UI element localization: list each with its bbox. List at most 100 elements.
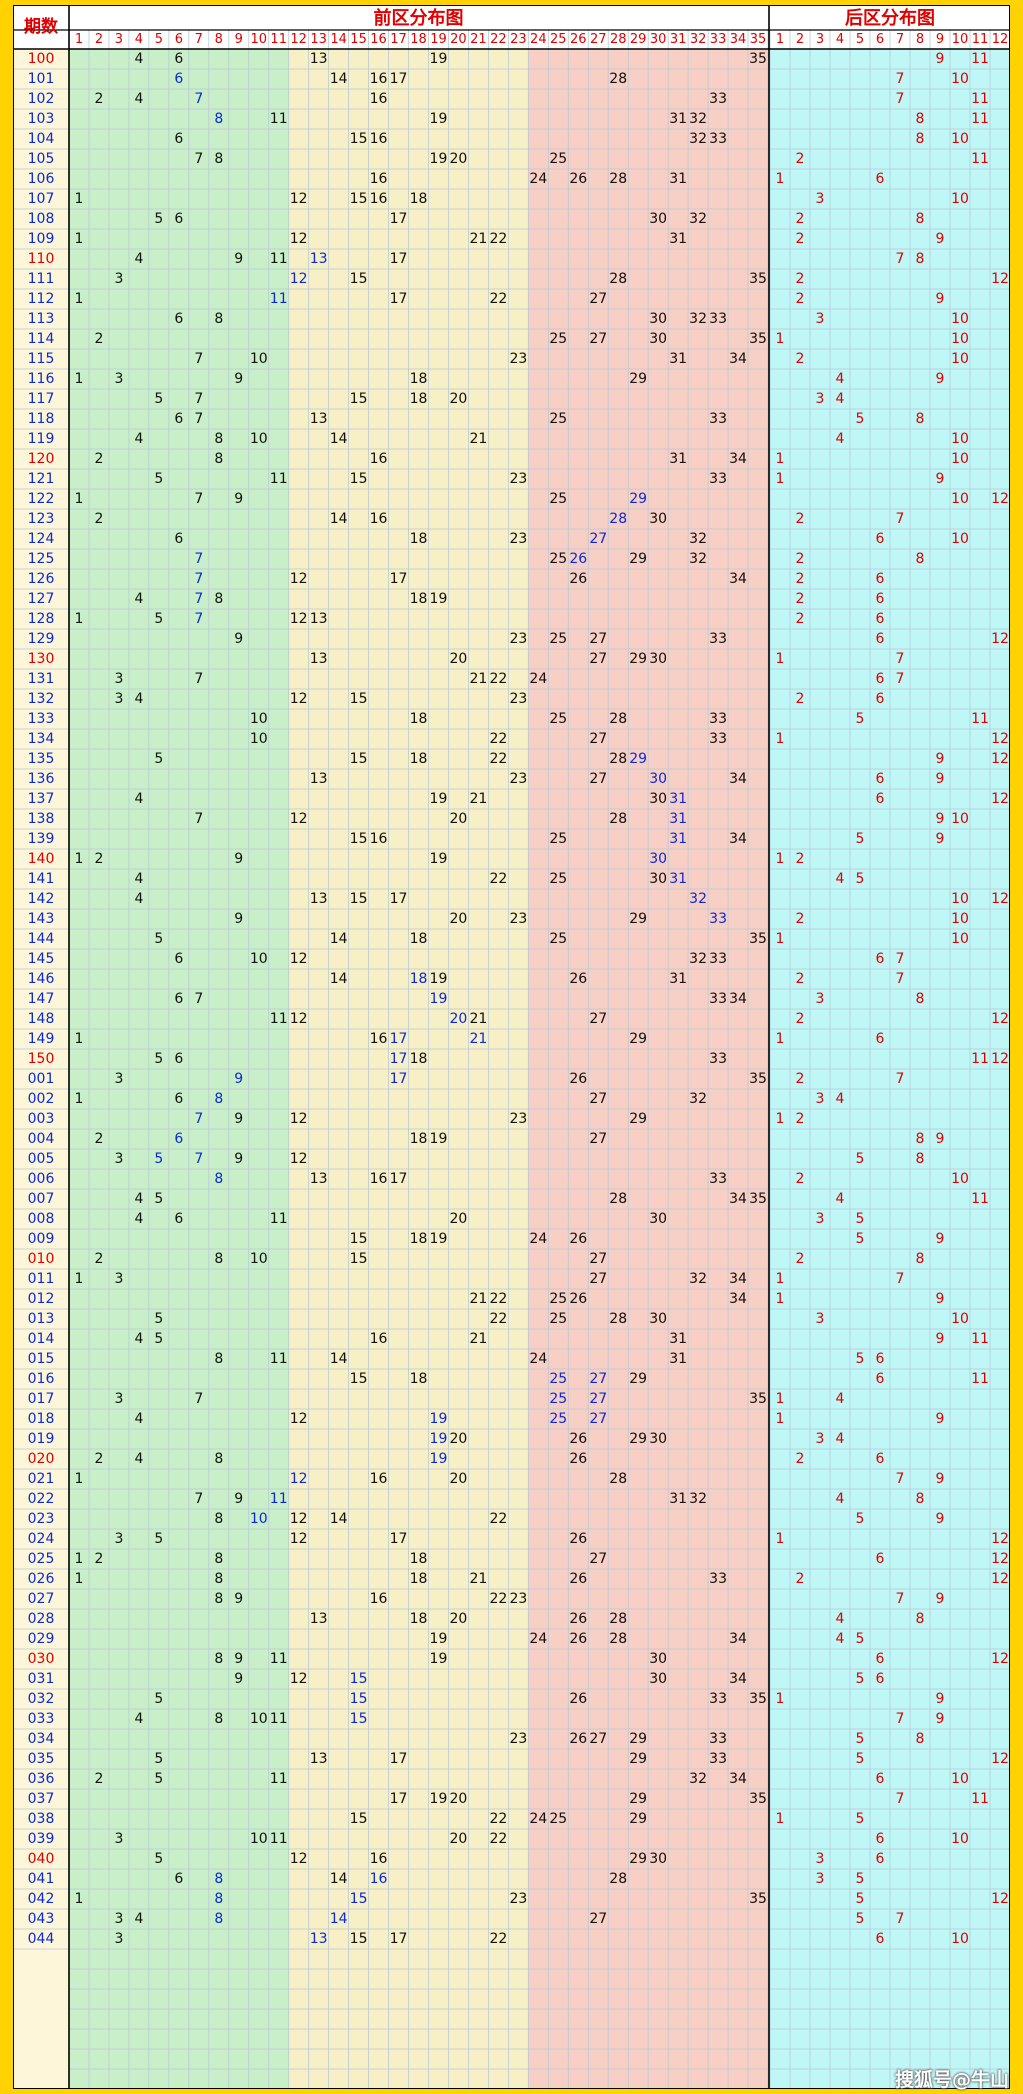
front-drawn-number: 19 <box>430 971 448 987</box>
back-drawn-number: 1 <box>776 1411 785 1427</box>
front-drawn-number: 12 <box>290 191 308 207</box>
back-drawn-number: 7 <box>896 971 905 987</box>
back-number-header: 9 <box>936 32 944 47</box>
back-drawn-number: 9 <box>936 1471 945 1487</box>
front-drawn-number: 2 <box>94 1551 103 1567</box>
front-drawn-number: 9 <box>234 911 243 927</box>
period-label: 038 <box>28 1811 55 1827</box>
front-drawn-number: 28 <box>609 171 627 187</box>
period-label: 127 <box>28 591 55 607</box>
front-drawn-number: 8 <box>214 111 223 127</box>
period-label: 102 <box>28 91 55 107</box>
front-drawn-number: 23 <box>509 1731 527 1747</box>
front-drawn-number: 32 <box>689 1771 707 1787</box>
front-drawn-number: 15 <box>350 1891 368 1907</box>
front-drawn-number: 9 <box>234 1071 243 1087</box>
front-drawn-number: 15 <box>350 1251 368 1267</box>
front-drawn-number: 32 <box>689 551 707 567</box>
front-number-header: 4 <box>135 32 143 47</box>
front-drawn-number: 11 <box>270 1831 288 1847</box>
front-drawn-number: 17 <box>390 291 408 307</box>
front-drawn-number: 10 <box>250 1711 268 1727</box>
front-drawn-number: 32 <box>689 1491 707 1507</box>
front-drawn-number: 15 <box>350 471 368 487</box>
back-drawn-number: 12 <box>991 491 1009 507</box>
front-drawn-number: 19 <box>430 1231 448 1247</box>
period-label: 018 <box>28 1411 55 1427</box>
front-drawn-number: 16 <box>370 1851 388 1867</box>
front-drawn-number: 8 <box>214 1591 223 1607</box>
period-label: 037 <box>28 1791 55 1807</box>
back-drawn-number: 12 <box>991 751 1009 767</box>
period-label: 031 <box>28 1671 55 1687</box>
front-drawn-number: 23 <box>509 631 527 647</box>
back-drawn-number: 4 <box>836 1491 845 1507</box>
front-drawn-number: 27 <box>589 1911 607 1927</box>
period-label: 125 <box>28 551 55 567</box>
front-drawn-number: 13 <box>310 411 328 427</box>
front-drawn-number: 35 <box>749 51 767 67</box>
back-drawn-number: 5 <box>856 1751 865 1767</box>
front-drawn-number: 5 <box>154 1531 163 1547</box>
front-drawn-number: 26 <box>569 1531 587 1547</box>
front-drawn-number: 1 <box>75 1551 84 1567</box>
front-drawn-number: 31 <box>669 871 687 887</box>
front-drawn-number: 15 <box>350 1691 368 1707</box>
period-label: 035 <box>28 1751 55 1767</box>
front-drawn-number: 5 <box>154 391 163 407</box>
front-drawn-number: 27 <box>589 631 607 647</box>
period-label: 025 <box>28 1551 55 1567</box>
front-drawn-number: 14 <box>330 431 348 447</box>
period-label: 016 <box>28 1371 55 1387</box>
period-label: 141 <box>28 871 55 887</box>
period-label: 021 <box>28 1471 55 1487</box>
front-drawn-number: 8 <box>214 1891 223 1907</box>
front-drawn-number: 28 <box>609 1471 627 1487</box>
back-drawn-number: 8 <box>916 251 925 267</box>
back-drawn-number: 10 <box>951 811 969 827</box>
back-drawn-number: 5 <box>856 411 865 427</box>
front-drawn-number: 5 <box>154 471 163 487</box>
front-drawn-number: 1 <box>75 231 84 247</box>
back-drawn-number: 12 <box>991 731 1009 747</box>
front-drawn-number: 19 <box>430 1631 448 1647</box>
chart-border <box>13 5 1010 2089</box>
front-drawn-number: 30 <box>649 771 667 787</box>
back-drawn-number: 9 <box>936 1331 945 1347</box>
front-drawn-number: 1 <box>75 851 84 867</box>
front-drawn-number: 26 <box>569 1571 587 1587</box>
front-drawn-number: 12 <box>290 1411 308 1427</box>
back-drawn-number: 5 <box>856 831 865 847</box>
front-drawn-number: 6 <box>174 1131 183 1147</box>
front-drawn-number: 1 <box>75 1091 84 1107</box>
front-drawn-number: 34 <box>729 1671 747 1687</box>
period-label: 140 <box>28 851 55 867</box>
front-drawn-number: 16 <box>370 1871 388 1887</box>
front-drawn-number: 14 <box>330 931 348 947</box>
front-drawn-number: 25 <box>549 551 567 567</box>
front-drawn-number: 14 <box>330 71 348 87</box>
back-drawn-number: 8 <box>916 1491 925 1507</box>
back-drawn-number: 7 <box>896 651 905 667</box>
period-label: 150 <box>28 1051 55 1067</box>
back-drawn-number: 2 <box>796 1251 805 1267</box>
front-drawn-number: 8 <box>214 151 223 167</box>
front-drawn-number: 34 <box>729 1771 747 1787</box>
front-drawn-number: 20 <box>450 1471 468 1487</box>
front-number-header: 20 <box>450 32 467 47</box>
front-drawn-number: 16 <box>370 191 388 207</box>
front-drawn-number: 9 <box>234 1151 243 1167</box>
front-drawn-number: 26 <box>569 971 587 987</box>
back-drawn-number: 3 <box>816 1871 825 1887</box>
front-drawn-number: 34 <box>729 1631 747 1647</box>
front-drawn-number: 17 <box>390 1171 408 1187</box>
front-drawn-number: 32 <box>689 1271 707 1287</box>
front-drawn-number: 29 <box>629 551 647 567</box>
front-drawn-number: 18 <box>410 391 428 407</box>
period-label: 118 <box>28 411 55 427</box>
front-drawn-number: 26 <box>569 571 587 587</box>
back-drawn-number: 8 <box>916 1251 925 1267</box>
front-drawn-number: 28 <box>609 511 627 527</box>
front-drawn-number: 31 <box>669 791 687 807</box>
front-drawn-number: 30 <box>649 851 667 867</box>
